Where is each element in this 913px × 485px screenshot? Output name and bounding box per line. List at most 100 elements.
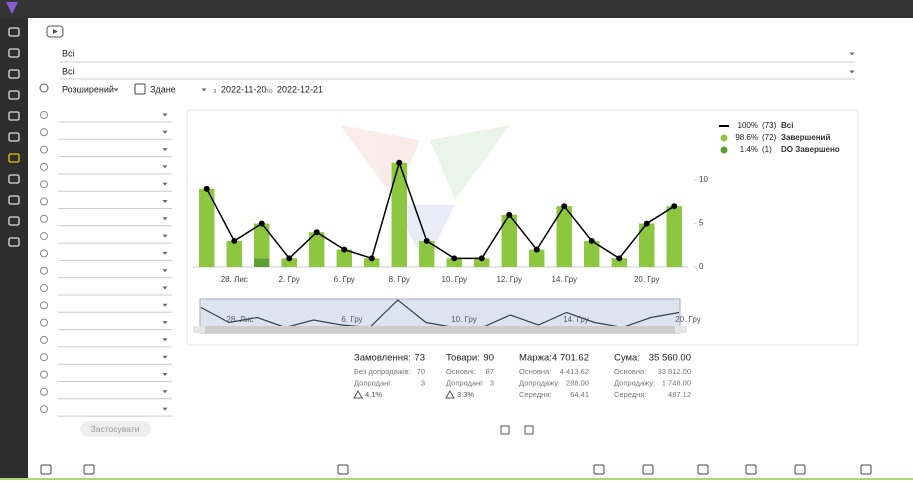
stat-icon [353,389,363,399]
sidebar-icon[interactable] [8,153,20,163]
legend-percent: 98.6% [735,133,758,142]
stat-row-label: Середня: [519,390,551,399]
legend-name[interactable]: Всі [781,121,793,130]
filter-icon [40,353,48,362]
sidebar-icon[interactable] [8,216,20,226]
sidebar-icon[interactable] [8,195,20,205]
toolbar-icon[interactable] [697,464,709,475]
line-point [533,246,540,253]
dropdown-arrow[interactable] [162,390,168,394]
stat-row-value: 288.00 [566,378,589,387]
navigator-line [200,299,680,329]
dropdown-arrow[interactable] [201,88,207,92]
sidebar-icon[interactable] [8,69,20,79]
toolbar-icon[interactable] [794,464,806,475]
view-icon[interactable] [500,425,510,435]
bar [336,249,352,267]
bar [501,214,517,267]
dropdown-arrow[interactable] [162,251,168,255]
legend-count: (1) [762,145,772,154]
sidebar-icon[interactable] [8,174,20,184]
filter-icon [40,370,48,379]
dropdown-arrow[interactable] [162,355,168,359]
stat-value: 73 [414,353,425,364]
filter-value[interactable]: Всі [62,66,75,76]
filter-value[interactable]: Всі [62,48,75,58]
dropdown-arrow[interactable] [162,321,168,325]
view-icon[interactable] [524,425,534,435]
apply-button[interactable] [80,421,151,437]
bar [364,258,380,267]
dropdown-arrow[interactable] [162,182,168,186]
toolbar-icon[interactable] [83,464,95,475]
stat-value: 4 701.62 [552,353,589,364]
legend-percent: 1.4% [740,145,758,154]
filter-icon [40,284,48,292]
bar [281,258,297,267]
dropdown-arrow[interactable] [162,217,168,221]
stat-title: Товари: [446,353,480,364]
filter-icon [40,387,48,396]
dropdown-arrow[interactable] [162,338,168,342]
legend-count: (72) [762,133,777,142]
dropdown-arrow[interactable] [162,269,168,273]
navigator-label: 6. Гру [341,315,362,324]
sidebar-icon[interactable] [8,132,20,142]
toolbar-icon[interactable] [40,464,52,475]
filter-icon [40,180,48,189]
sidebar-icon[interactable] [8,48,20,58]
dropdown-arrow[interactable] [162,130,168,134]
filter-icon [40,266,48,275]
video-icon[interactable] [46,25,64,38]
legend-name[interactable]: DO Завершено [781,145,840,154]
filter-icon [40,128,48,137]
toolbar-icon[interactable] [593,464,605,475]
sidebar [0,18,28,480]
date-to[interactable]: 2022-12-21 [277,84,323,94]
dropdown-arrow[interactable] [162,407,168,411]
x-tick-label: 8. Гру [389,275,410,284]
sidebar-icon[interactable] [8,237,20,247]
dropdown-arrow[interactable] [113,88,119,92]
line-point [506,211,513,218]
dropdown-arrow[interactable] [162,200,168,203]
line-point [616,255,623,262]
stat-title: Сума: [614,353,640,364]
sidebar-icon[interactable] [8,27,20,37]
stat-value: 35 560.00 [649,353,691,364]
stat-title: Маржа: [519,353,552,364]
bar [584,240,600,267]
dropdown-arrow[interactable] [162,148,168,152]
line-point [286,255,293,262]
filter-icon [40,335,48,344]
toolbar-icon[interactable] [745,464,757,475]
status-select[interactable]: Здане [150,84,176,94]
calendar-icon [134,83,146,95]
dropdown-arrow[interactable] [162,165,168,169]
line-point [203,185,210,192]
toolbar-icon[interactable] [642,464,654,475]
dropdown-arrow[interactable] [849,70,855,74]
toolbar-icon[interactable] [860,464,872,475]
dropdown-arrow[interactable] [162,286,168,290]
date-from[interactable]: 2022-11-20 [221,84,266,94]
dropdown-arrow[interactable] [162,113,168,117]
dropdown-arrow[interactable] [849,52,855,56]
stat-row-label: Основна: [614,367,646,376]
dropdown-arrow[interactable] [162,234,168,238]
x-tick-label: 14. Гру [551,275,577,284]
stat-row-label: Основні: [446,367,476,376]
legend-name[interactable]: Завершений [781,133,830,142]
mode-select[interactable]: Розширений [62,84,114,94]
video-icon-play [53,29,58,34]
line-point [478,255,485,262]
sidebar-icon[interactable] [8,90,20,100]
toolbar-icon[interactable] [337,464,349,475]
sidebar-icon[interactable] [8,111,20,121]
legend-symbol [720,146,728,154]
bar [446,258,462,267]
dropdown-arrow[interactable] [162,303,168,307]
navigator-handle[interactable] [205,326,675,333]
dropdown-arrow[interactable] [162,373,168,376]
line-point [231,237,238,244]
